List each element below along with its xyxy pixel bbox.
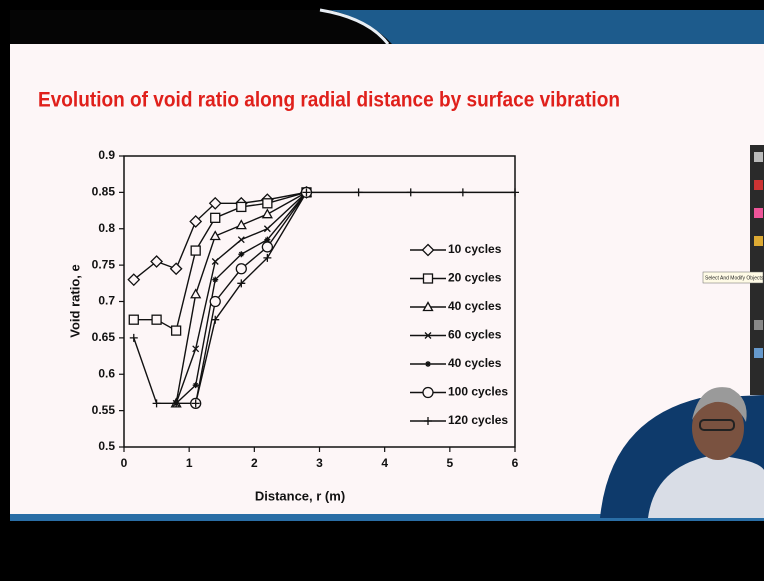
y-tick-label: 0.9 — [98, 148, 115, 162]
legend-label: 60 cycles — [448, 328, 502, 342]
page: {"chart_data": {"type": "line", "title":… — [0, 0, 764, 581]
x-tick-label: 6 — [512, 456, 519, 470]
y-tick-label: 0.55 — [92, 403, 116, 417]
x-tick-label: 5 — [446, 456, 453, 470]
y-tick-label: 0.75 — [92, 257, 116, 271]
chart-title: Evolution of void ratio along radial dis… — [38, 89, 620, 112]
y-tick-label: 0.6 — [98, 366, 115, 380]
legend-marker — [423, 388, 433, 398]
x-tick-label: 0 — [121, 456, 128, 470]
marker — [172, 326, 181, 335]
header-wave — [330, 10, 764, 44]
y-tick-label: 0.8 — [98, 221, 115, 235]
y-tick-label: 0.7 — [98, 294, 115, 308]
toolbar-icon[interactable] — [754, 236, 763, 246]
y-tick-label: 0.5 — [98, 439, 115, 453]
y-tick-label: 0.85 — [92, 185, 116, 199]
marker — [210, 297, 220, 307]
screen: Select And Modify Objects Evolution of v… — [0, 0, 764, 581]
toolbar-icon[interactable] — [754, 152, 763, 162]
toolbar-icon[interactable] — [754, 208, 763, 218]
marker — [191, 246, 200, 255]
toolbar-icon[interactable] — [754, 348, 763, 358]
toolbar-icon[interactable] — [754, 320, 763, 330]
y-tick-label: 0.65 — [92, 330, 116, 344]
x-tick-label: 2 — [251, 456, 258, 470]
marker — [152, 315, 161, 324]
legend-label: 10 cycles — [448, 242, 502, 256]
legend-label: 20 cycles — [448, 271, 502, 285]
legend-label: 120 cycles — [448, 413, 508, 427]
x-tick-label: 4 — [381, 456, 388, 470]
x-tick-label: 3 — [316, 456, 323, 470]
marker — [237, 202, 246, 211]
marker — [129, 315, 138, 324]
legend-label: 100 cycles — [448, 385, 508, 399]
y-axis-label: Void ratio, e — [67, 264, 82, 337]
legend-marker — [424, 274, 433, 283]
toolbar-icon[interactable] — [754, 180, 763, 190]
marker — [263, 199, 272, 208]
x-axis-label: Distance, r (m) — [255, 488, 345, 503]
tooltip: Select And Modify Objects — [705, 275, 764, 281]
x-tick-label: 1 — [186, 456, 193, 470]
marker — [211, 213, 220, 222]
legend-label: 40 cycles — [448, 356, 502, 370]
legend-label: 40 cycles — [448, 299, 502, 313]
marker — [236, 264, 246, 274]
marker — [262, 242, 272, 252]
